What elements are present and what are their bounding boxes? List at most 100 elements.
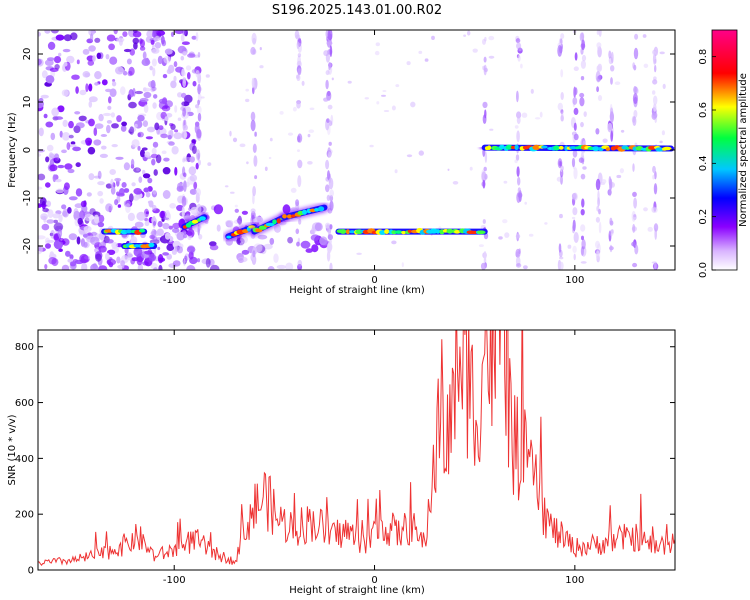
noise-blob bbox=[140, 149, 145, 158]
noise-blob bbox=[45, 200, 52, 208]
noise-blob bbox=[122, 31, 128, 37]
noise-blob bbox=[116, 115, 122, 123]
noise-blob bbox=[581, 32, 585, 40]
noise-blob bbox=[109, 88, 117, 97]
noise-blob bbox=[654, 261, 657, 270]
noise-blob bbox=[596, 86, 599, 93]
noise-blob bbox=[91, 231, 97, 236]
noise-blob bbox=[329, 224, 333, 230]
noise-blob bbox=[164, 232, 171, 240]
noise-blob bbox=[51, 258, 59, 267]
noise-blob bbox=[596, 42, 602, 49]
colorbar-tick-label: 0.6 bbox=[698, 102, 709, 118]
noise-blob bbox=[326, 118, 330, 123]
noise-blob bbox=[151, 58, 157, 67]
noise-blob bbox=[608, 50, 612, 59]
noise-blob bbox=[595, 240, 600, 249]
noise-blob bbox=[181, 41, 190, 45]
noise-blob bbox=[463, 34, 466, 37]
noise-blob bbox=[144, 250, 153, 255]
trace-hotspot bbox=[384, 229, 390, 234]
noise-blob bbox=[67, 207, 72, 214]
noise-blob bbox=[580, 121, 584, 128]
noise-blob bbox=[297, 133, 303, 143]
noise-blob bbox=[57, 105, 65, 113]
noise-blob bbox=[581, 39, 585, 51]
colorbar-label: Normalized spectral amplitude bbox=[738, 73, 749, 227]
noise-blob bbox=[356, 252, 362, 255]
noise-blob bbox=[111, 81, 117, 87]
noise-blob bbox=[608, 229, 614, 236]
noise-blob bbox=[137, 114, 145, 122]
noise-blob bbox=[177, 92, 183, 98]
noise-blob bbox=[196, 258, 201, 263]
trace-hotspot bbox=[454, 230, 461, 234]
trace-hotspot bbox=[272, 219, 277, 225]
noise-blob bbox=[581, 198, 585, 208]
noise-blob bbox=[521, 112, 528, 118]
noise-blob bbox=[610, 229, 614, 234]
noise-blob bbox=[560, 92, 564, 100]
noise-blob bbox=[296, 41, 300, 50]
noise-blob bbox=[68, 233, 78, 241]
noise-blob bbox=[250, 210, 256, 220]
noise-blob bbox=[49, 164, 58, 172]
noise-blob bbox=[195, 70, 200, 78]
noise-blob bbox=[482, 179, 486, 189]
noise-blob bbox=[633, 214, 637, 218]
noise-blob bbox=[651, 112, 657, 120]
colorbar: 0.0 0.2 0.4 0.6 0.8 Normalized spectral ampl… bbox=[698, 29, 749, 278]
trace-hotspot bbox=[258, 225, 267, 230]
trace-hotspot bbox=[435, 229, 441, 234]
noise-blob bbox=[467, 30, 471, 36]
noise-blob bbox=[157, 55, 163, 65]
noise-blob bbox=[652, 262, 659, 270]
noise-blob bbox=[418, 50, 423, 55]
noise-blob bbox=[52, 213, 60, 219]
noise-blob bbox=[560, 69, 564, 78]
trace-hotspot bbox=[302, 209, 307, 215]
noise-blob bbox=[53, 222, 64, 232]
noise-blob bbox=[181, 30, 187, 36]
noise-blob bbox=[123, 188, 130, 193]
trace-hotspot bbox=[541, 145, 548, 149]
noise-blob bbox=[295, 228, 300, 235]
noise-blob bbox=[120, 125, 127, 132]
noise-blob bbox=[557, 102, 563, 111]
noise-blob bbox=[61, 89, 69, 97]
noise-blob bbox=[87, 146, 96, 155]
noise-blob bbox=[79, 210, 85, 220]
noise-blob bbox=[424, 58, 429, 62]
noise-blob bbox=[61, 132, 71, 141]
noise-blob bbox=[170, 80, 177, 89]
noise-blob bbox=[70, 141, 76, 145]
noise-blob bbox=[252, 193, 255, 205]
noise-blob bbox=[146, 30, 154, 38]
noise-blob bbox=[169, 123, 174, 127]
noise-blob bbox=[582, 166, 587, 170]
noise-blob bbox=[572, 245, 577, 253]
noise-blob bbox=[107, 105, 112, 110]
noise-blob bbox=[560, 175, 563, 185]
noise-blob bbox=[84, 213, 94, 222]
noise-blob bbox=[46, 219, 55, 224]
noise-blob bbox=[128, 89, 134, 98]
noise-blob bbox=[325, 79, 329, 90]
noise-blob bbox=[573, 253, 576, 261]
trace-hotspot bbox=[314, 208, 320, 212]
noise-blob bbox=[609, 217, 613, 225]
noise-blob bbox=[186, 265, 196, 270]
noise-blob bbox=[557, 45, 563, 57]
noise-blob bbox=[257, 234, 268, 240]
noise-blob bbox=[111, 144, 118, 148]
noise-blob bbox=[597, 250, 601, 262]
noise-blob bbox=[607, 189, 612, 196]
noise-blob bbox=[74, 111, 81, 115]
noise-blob bbox=[73, 208, 79, 217]
noise-blob bbox=[205, 74, 210, 78]
noise-blob bbox=[106, 239, 114, 244]
noise-blob bbox=[330, 114, 334, 126]
noise-blob bbox=[38, 153, 42, 157]
noise-blob bbox=[167, 134, 172, 140]
noise-blob bbox=[294, 30, 300, 39]
